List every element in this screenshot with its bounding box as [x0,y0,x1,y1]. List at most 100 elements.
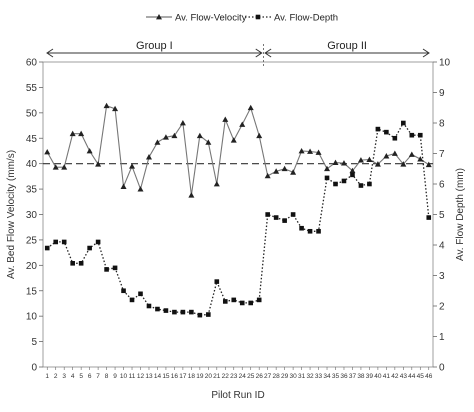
depth-series-line [46,121,430,316]
x-tick-label: 5 [79,373,83,380]
legend-depth-label: Av. Flow-Depth [274,13,338,24]
velocity-point [349,167,356,174]
depth-point [265,212,270,217]
x-tick-label: 43 [400,373,408,380]
depth-point [401,120,406,126]
x-tick-label: 18 [188,373,196,380]
x-tick-label: 44 [408,373,416,380]
velocity-point [374,161,381,167]
velocity-point [332,159,339,166]
depth-point [104,267,109,272]
x-tick-label: 45 [417,373,425,380]
velocity-point [69,130,76,137]
velocity-point [264,172,271,179]
depth-point [324,175,330,181]
velocity-point [400,161,407,167]
x-tick-label: 2 [54,373,58,380]
x-tick-label: 34 [323,373,331,380]
depth-point [129,297,135,303]
depth-point [256,297,262,303]
x-tick-label: 46 [425,373,433,380]
velocity-point [383,153,390,159]
group-label: Group I [136,40,173,52]
depth-point [121,288,126,294]
x-tick-label: 16 [171,373,179,380]
velocity-point [273,168,280,174]
y-left-tick-label: 50 [26,108,38,119]
depth-point [112,265,118,271]
x-tick-label: 37 [349,373,357,380]
x-tick-label: 26 [256,373,264,380]
legend-depth-marker [255,14,261,20]
depth-point [206,312,211,317]
velocity-point [357,157,364,163]
depth-point [367,181,372,187]
velocity-point [86,147,93,154]
x-tick-label: 33 [315,373,323,380]
depth-point [138,291,143,297]
x-tick-label: 13 [145,373,153,380]
depth-point [333,181,338,187]
y-right-tick-label: 4 [439,241,445,252]
y-right-tick-label: 10 [439,58,451,69]
depth-point [189,309,194,315]
velocity-point [256,132,263,139]
depth-point [197,312,203,318]
y-left-tick-label: 40 [26,159,38,170]
x-tick-label: 36 [340,373,348,380]
velocity-point [205,139,212,145]
velocity-point [230,137,237,143]
velocity-point [78,130,85,137]
velocity-point [213,181,220,187]
y-left-tick-label: 20 [26,261,38,272]
depth-point [341,178,347,184]
x-tick-label: 41 [383,373,391,380]
velocity-point [366,156,373,162]
velocity-point [340,160,347,166]
depth-point [316,228,321,234]
y-right-tick-label: 9 [439,88,445,99]
velocity-series-line [46,104,430,196]
x-tick-label: 7 [96,373,100,380]
velocity-point [103,102,110,109]
plot-frame [42,61,434,368]
velocity-point [408,151,415,157]
x-tick-label: 4 [71,373,75,380]
depth-point [409,132,415,138]
legend-velocity-label: Av. Flow-Velocity [175,13,247,24]
y-right-axis-title: Av. Flow Depth (mm) [455,168,466,261]
depth-point [307,228,313,234]
velocity-point [239,121,246,127]
velocity-point [222,116,229,122]
depth-point [214,279,220,284]
depth-point [350,172,355,178]
y-left-tick-label: 30 [26,210,38,221]
velocity-point [95,161,102,167]
x-tick-label: 28 [273,373,281,380]
velocity-point [112,105,119,112]
velocity-point [137,186,144,192]
x-tick-label: 6 [88,373,92,380]
y-left-tick-label: 5 [31,337,37,348]
x-tick-label: 25 [247,373,255,380]
depth-point [155,306,160,312]
y-right-tick-label: 6 [439,180,445,191]
y-left-tick-label: 15 [26,286,38,297]
depth-point [44,245,50,251]
x-tick-label: 20 [205,373,213,380]
velocity-point [247,104,254,111]
velocity-point [145,154,152,160]
depth-point [95,239,101,245]
velocity-point [120,183,127,189]
velocity-point [324,165,331,172]
x-tick-label: 23 [230,373,238,380]
y-left-axis-title: Av. Bed Flow Velocity (mm/s) [6,150,17,279]
velocity-point [391,150,398,156]
velocity-point [154,139,161,145]
velocity-point [129,163,136,169]
x-tick-label: 1 [45,373,49,380]
velocity-point [281,165,288,172]
velocity-point [290,169,297,175]
x-tick-label: 21 [213,373,221,380]
velocity-point [307,148,314,154]
